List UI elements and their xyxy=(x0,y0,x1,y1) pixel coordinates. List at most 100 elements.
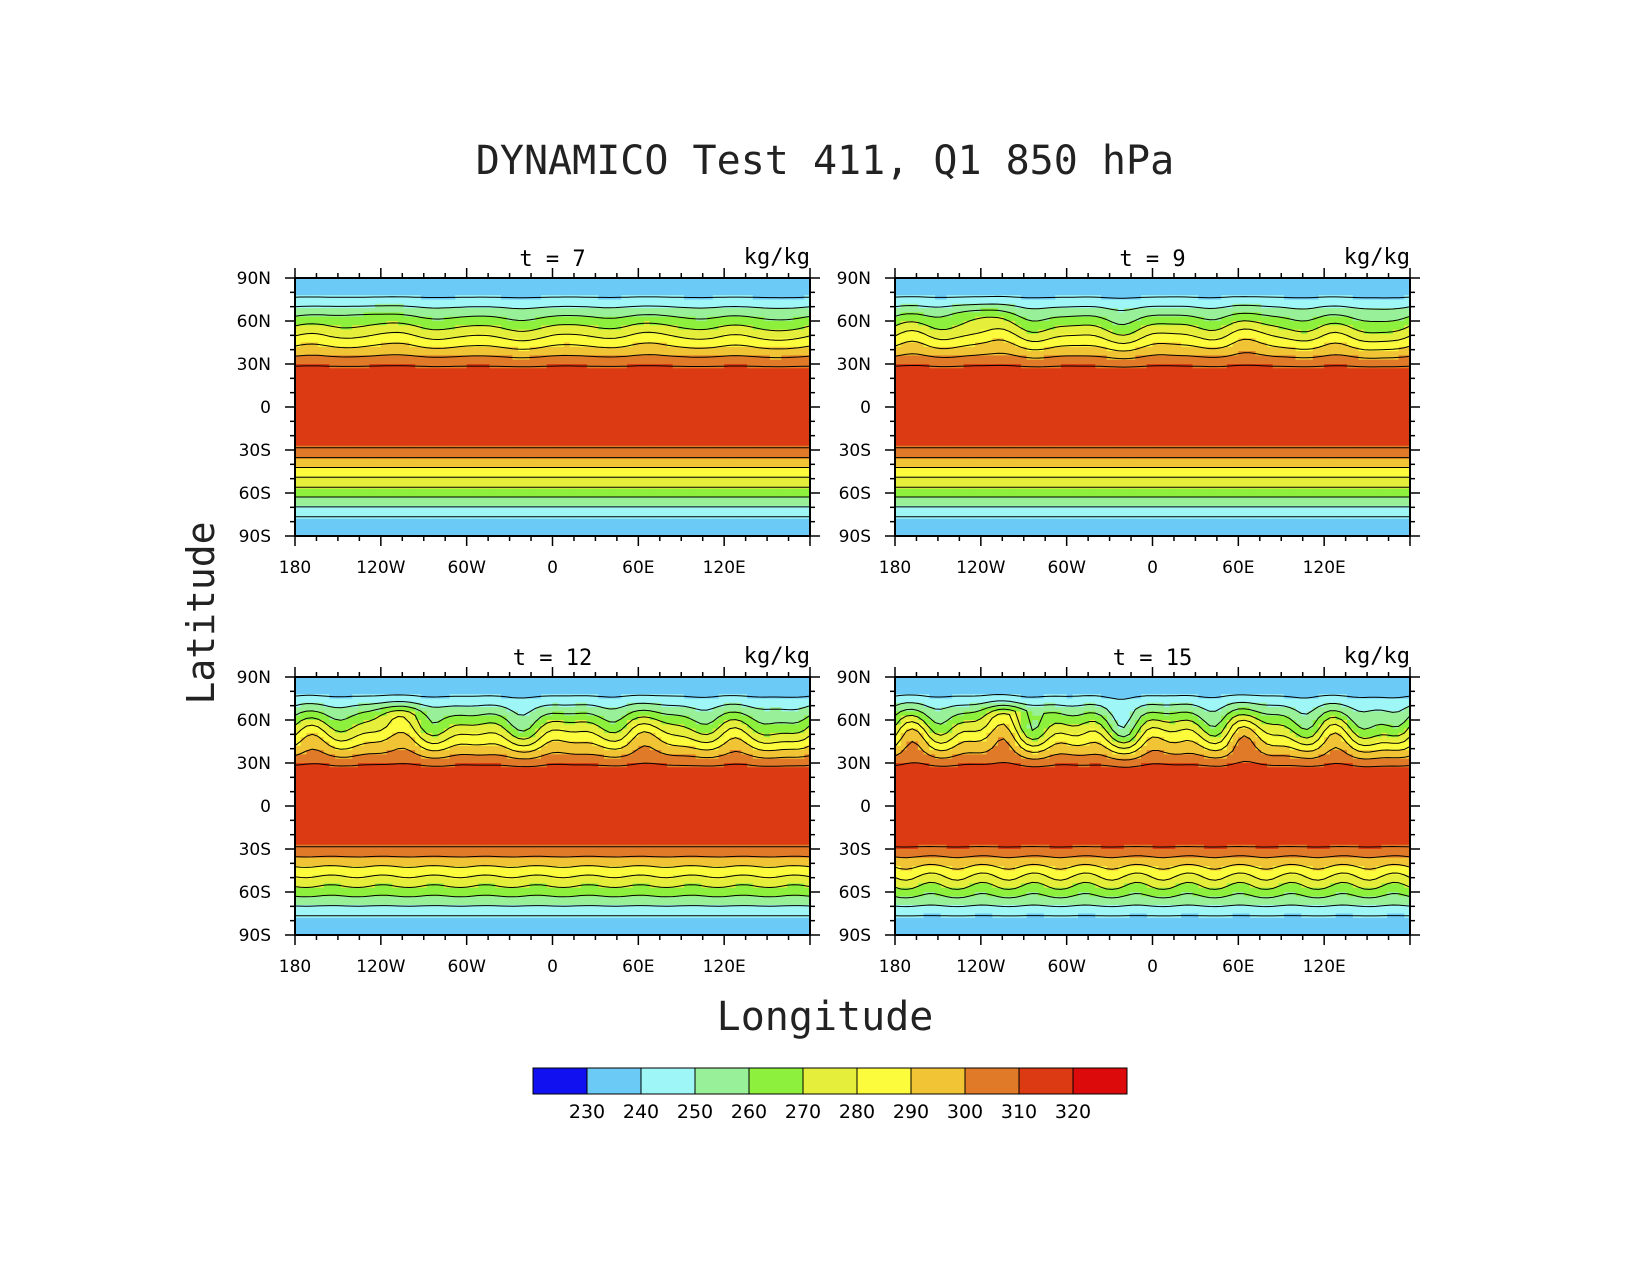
field-cell xyxy=(804,278,811,283)
field-cell xyxy=(432,282,439,288)
field-cell xyxy=(426,462,433,468)
field-cell xyxy=(552,437,559,442)
field-cell xyxy=(340,419,348,425)
field-cell xyxy=(804,290,811,296)
field-cell xyxy=(729,411,737,417)
field-cell xyxy=(403,493,411,498)
field-cell xyxy=(352,359,359,365)
field-cell xyxy=(752,372,760,378)
field-cell xyxy=(472,338,479,344)
field-cell xyxy=(472,454,479,460)
field-cell xyxy=(764,462,771,468)
field-cell xyxy=(621,432,628,438)
field-cell xyxy=(655,505,662,511)
field-cell xyxy=(729,329,737,335)
field-cell xyxy=(466,501,473,507)
field-cell xyxy=(317,368,325,374)
field-cell xyxy=(632,415,639,421)
field-cell xyxy=(460,278,468,283)
field-cell xyxy=(758,381,765,387)
field-cell xyxy=(792,419,800,425)
field-cell xyxy=(787,458,794,464)
field-cell xyxy=(317,372,325,378)
field-cell xyxy=(787,346,794,352)
field-cell xyxy=(489,329,496,335)
field-cell xyxy=(775,480,782,485)
field-cell xyxy=(604,359,611,365)
field-cell xyxy=(661,286,668,292)
field-cell xyxy=(747,475,754,481)
field-cell xyxy=(626,415,634,421)
field-cell xyxy=(426,402,433,408)
field-cell xyxy=(466,286,473,292)
field-cell xyxy=(689,428,697,434)
field-cell xyxy=(586,419,594,425)
field-cell xyxy=(489,505,496,511)
field-cell xyxy=(563,385,571,391)
field-cell xyxy=(300,359,308,365)
field-cell xyxy=(386,312,393,318)
field-cell xyxy=(672,290,679,296)
field-cell xyxy=(369,394,376,399)
field-cell xyxy=(323,480,330,485)
field-cell xyxy=(781,501,788,507)
field-cell xyxy=(506,346,514,352)
field-cell xyxy=(512,505,519,511)
field-cell xyxy=(352,290,359,296)
field-cell xyxy=(569,329,576,335)
field-cell xyxy=(306,488,313,494)
field-cell xyxy=(449,407,456,412)
field-cell xyxy=(769,467,777,473)
field-cell xyxy=(426,493,433,498)
field-cell xyxy=(483,424,491,430)
field-cell xyxy=(415,407,422,412)
field-cell xyxy=(644,488,651,494)
field-cell xyxy=(626,424,634,430)
field-cell xyxy=(678,342,685,348)
field-cell xyxy=(523,415,531,421)
field-cell xyxy=(752,376,760,382)
field-cell xyxy=(398,372,405,378)
field-cell xyxy=(523,471,531,477)
field-cell xyxy=(392,368,399,374)
field-cell xyxy=(661,428,668,434)
field-cell xyxy=(735,372,742,378)
field-cell xyxy=(747,407,754,412)
field-cell xyxy=(764,333,771,339)
field-cell xyxy=(317,359,325,365)
field-cell xyxy=(689,411,697,417)
field-cell xyxy=(460,303,468,309)
field-cell xyxy=(403,290,411,296)
field-cell xyxy=(792,385,800,391)
field-cell xyxy=(460,419,468,425)
field-cell xyxy=(747,471,754,477)
field-cell xyxy=(506,329,514,335)
field-cell xyxy=(615,376,622,382)
field-cell xyxy=(295,286,302,292)
field-cell xyxy=(798,432,805,438)
field-cell xyxy=(632,368,639,374)
field-cell xyxy=(329,351,336,356)
field-cell xyxy=(352,278,359,283)
field-cell xyxy=(409,312,416,318)
field-cell xyxy=(569,398,576,404)
field-cell xyxy=(804,454,811,460)
field-cell xyxy=(632,351,639,356)
field-cell xyxy=(558,411,565,417)
field-cell xyxy=(781,351,788,356)
field-cell xyxy=(375,415,382,421)
field-cell xyxy=(563,329,571,335)
field-cell xyxy=(363,505,370,511)
field-cell xyxy=(506,312,514,318)
field-cell xyxy=(758,497,765,503)
field-cell xyxy=(775,316,782,322)
field-cell xyxy=(655,398,662,404)
field-cell xyxy=(604,308,611,313)
field-cell xyxy=(678,381,685,387)
field-cell xyxy=(701,467,708,473)
field-cell xyxy=(466,475,473,481)
field-cell xyxy=(546,407,554,412)
field-cell xyxy=(369,488,376,494)
field-cell xyxy=(592,454,599,460)
field-cell xyxy=(409,338,416,344)
